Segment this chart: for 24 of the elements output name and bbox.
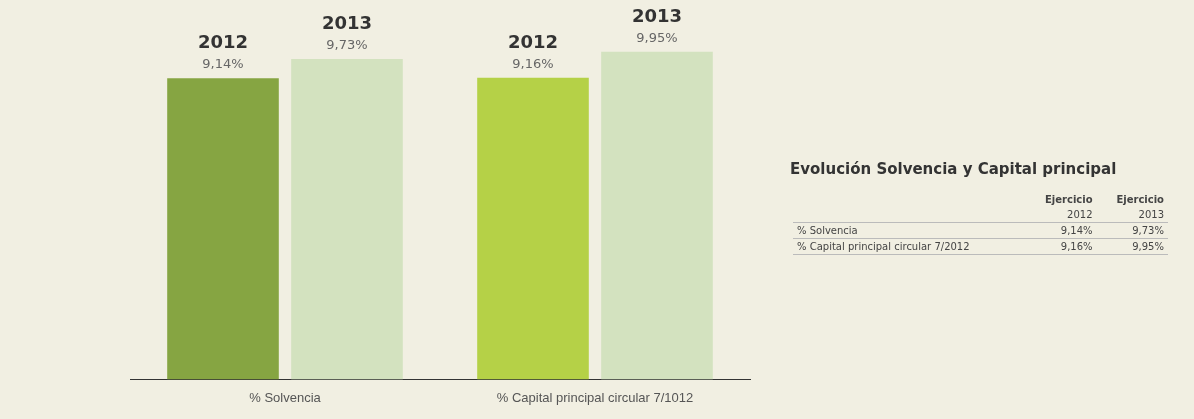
bar	[167, 78, 279, 380]
bar	[601, 51, 713, 380]
text: 2013	[1138, 209, 1164, 220]
text: 9,95%	[1132, 241, 1164, 252]
text: 9,14%	[1060, 225, 1093, 236]
text: 2012	[507, 30, 559, 52]
data-label: 9,14%	[202, 56, 244, 72]
text: 9,16%	[1060, 241, 1093, 252]
data-label: 9,16%	[512, 55, 554, 71]
text: Ejercicio	[1044, 193, 1094, 207]
text: % Solvencia	[793, 222, 1026, 239]
data-label: 9,95%	[636, 29, 678, 45]
text: 2013	[631, 4, 683, 26]
series-label: 2012	[197, 31, 249, 53]
text: Ejercicio	[1116, 194, 1164, 205]
x-tick-label: % Capital principal circular 7/1012	[496, 389, 694, 405]
series-label: 2013	[321, 11, 373, 33]
data-label: 9,73%	[326, 36, 368, 52]
text: 2012	[1067, 209, 1093, 220]
bar	[477, 77, 589, 380]
text: Evolución Solvencia y Capital principal	[790, 160, 1118, 178]
text: % Capital principal circular 7/2012	[793, 238, 1026, 255]
text: 9,73%	[1132, 225, 1164, 236]
bar	[291, 58, 403, 380]
